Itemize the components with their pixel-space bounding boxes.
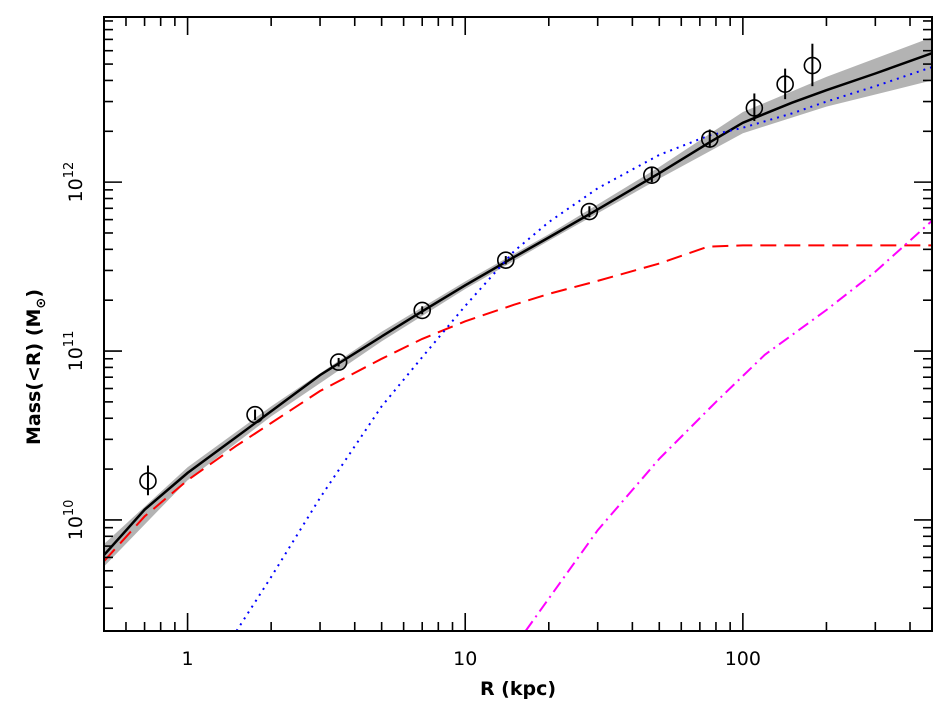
y-axis-title-close: ) [23,289,45,298]
data-point [139,472,157,490]
data-point [643,166,661,184]
svg-text:Mass(<R) (M⊙): Mass(<R) (M⊙) [23,289,49,445]
data-point [745,99,764,117]
outer-component-line [524,220,932,631]
y-axis-title-text: Mass(<R) (M [23,309,45,445]
y-axis-unit-symbol: ⊙ [34,298,49,309]
data-point [803,56,822,75]
dark-halo-mass-line [235,66,932,631]
x-tick-label: 1 [182,648,194,670]
data-point [246,405,264,424]
data-point [496,251,515,269]
data-point [776,75,794,94]
uncertainty-band [104,37,932,567]
y-tick-label: 1011 [62,331,87,372]
y-axis-title: Mass(<R) (M⊙) [23,289,49,445]
data-point [700,130,719,148]
svg-text:1012: 1012 [62,162,87,203]
plot-frame [103,16,933,632]
x-tick-labels: 1 10 100 [182,648,761,670]
axis-ticks [103,17,932,631]
data-point [329,353,348,371]
y-tick-label: 1012 [62,162,87,203]
x-axis-title: R (kpc) [480,678,556,700]
plot-content [104,37,932,631]
y-tick-labels: 1010 1011 1012 [62,162,87,541]
total-mass-line [104,52,932,556]
svg-text:1011: 1011 [62,331,87,372]
baryonic-mass-line [104,244,932,562]
y-tick-label: 1010 [62,500,87,541]
data-point [413,301,432,320]
svg-text:1010: 1010 [62,500,87,541]
data-point [580,202,599,221]
x-tick-label: 10 [453,648,477,670]
x-tick-label: 100 [725,648,761,670]
